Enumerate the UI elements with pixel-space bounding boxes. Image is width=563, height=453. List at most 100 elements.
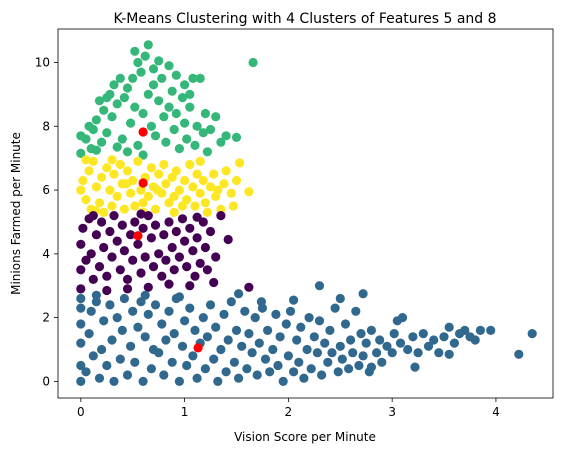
cluster-4-point xyxy=(302,344,312,355)
cluster-3-point xyxy=(150,220,161,230)
cluster-2-point xyxy=(216,204,226,214)
cluster-4-point xyxy=(408,332,418,342)
cluster-4-point xyxy=(226,297,236,307)
y-axis-ticks: 0 2 4 6 8 10 xyxy=(35,55,58,388)
cluster-4-point xyxy=(76,360,86,371)
cluster-4-point xyxy=(119,293,129,304)
cluster-4-point xyxy=(346,335,356,345)
cluster-4-point xyxy=(140,290,150,300)
cluster-2-point xyxy=(195,156,205,166)
cluster-2-point xyxy=(91,182,101,192)
cluster-2-point xyxy=(161,179,171,189)
cluster-4-point xyxy=(150,300,161,310)
cluster-1-point xyxy=(133,57,143,68)
cluster-1-point xyxy=(171,108,181,119)
centroid-1 xyxy=(138,127,148,137)
cluster-2-point xyxy=(81,195,91,205)
cluster-4-point xyxy=(423,341,434,351)
cluster-1-point xyxy=(180,80,190,90)
cluster-4-point xyxy=(180,316,190,326)
cluster-4-point xyxy=(283,351,293,361)
cluster-2-point xyxy=(88,156,98,166)
cluster-3-point xyxy=(216,211,226,221)
cluster-3-point xyxy=(88,211,98,221)
cluster-4-point xyxy=(444,322,454,332)
cluster-4-point xyxy=(314,281,325,291)
cluster-4-point xyxy=(252,370,262,380)
cluster-4-point xyxy=(340,319,351,329)
cluster-2-point xyxy=(198,175,208,186)
cluster-4-point xyxy=(413,348,423,358)
cluster-1-point xyxy=(177,93,188,103)
cluster-3-point xyxy=(164,279,174,289)
cluster-4-point xyxy=(429,335,439,345)
cluster-4-point xyxy=(234,373,244,383)
cluster-1-point xyxy=(200,108,210,119)
cluster-4-point xyxy=(294,357,304,367)
cluster-4-point xyxy=(312,348,322,358)
cluster-3-point xyxy=(171,226,181,237)
cluster-4-point xyxy=(247,348,257,358)
cluster-1-point xyxy=(146,121,156,131)
cluster-1-point xyxy=(112,99,122,109)
cluster-4-point xyxy=(167,357,177,367)
cluster-2-point xyxy=(107,201,117,211)
cluster-3-point xyxy=(209,277,219,288)
cluster-1-point xyxy=(185,102,195,112)
cluster-3-point xyxy=(185,281,195,291)
cluster-4-point xyxy=(317,370,327,380)
cluster-3-point xyxy=(161,255,171,265)
cluster-4-point xyxy=(299,373,309,383)
cluster-3-point xyxy=(180,236,190,246)
cluster-4-point xyxy=(366,325,376,335)
cluster-2-point xyxy=(188,182,198,192)
y-tick-label: 0 xyxy=(42,374,50,388)
cluster-1-point xyxy=(216,137,226,147)
cluster-1-point xyxy=(148,64,159,74)
cluster-1-point xyxy=(164,61,174,71)
x-tick-label: 3 xyxy=(388,405,396,419)
cluster-4-point xyxy=(434,348,444,358)
cluster-1-point xyxy=(99,105,109,115)
cluster-4-point xyxy=(164,306,174,316)
cluster-3-point xyxy=(126,230,136,240)
cluster-4-point xyxy=(325,325,335,335)
cluster-3-point xyxy=(200,242,210,253)
cluster-4-point xyxy=(99,316,109,326)
cluster-2-point xyxy=(171,166,181,176)
cluster-2-point xyxy=(190,201,200,211)
cluster-2-point xyxy=(185,159,195,170)
cluster-1-point xyxy=(161,137,171,147)
cluster-1-point xyxy=(102,93,112,103)
points-layer xyxy=(76,40,537,386)
cluster-4-point xyxy=(527,329,537,339)
cluster-3-point xyxy=(117,220,127,230)
cluster-2-point xyxy=(81,155,91,165)
cluster-4-point xyxy=(130,357,140,367)
cluster-4-point xyxy=(351,306,361,316)
cluster-4-point xyxy=(268,344,278,355)
cluster-4-point xyxy=(205,300,216,310)
cluster-1-point xyxy=(231,132,242,142)
cluster-4-point xyxy=(174,376,184,386)
cluster-3-point xyxy=(81,255,91,265)
cluster-3-point xyxy=(107,252,117,262)
cluster-4-point xyxy=(439,332,449,342)
cluster-4-point xyxy=(211,322,221,332)
cluster-4-point xyxy=(140,332,150,342)
cluster-3-point xyxy=(76,265,86,275)
cluster-4-point xyxy=(418,329,428,339)
cluster-4-point xyxy=(128,306,138,316)
cluster-4-point xyxy=(244,329,254,339)
cluster-4-point xyxy=(117,325,127,335)
cluster-3-point xyxy=(130,217,140,227)
cluster-4-point xyxy=(387,348,397,358)
cluster-1-point xyxy=(76,148,86,158)
cluster-1-point xyxy=(128,73,138,83)
cluster-2-point xyxy=(136,185,146,195)
cluster-4-point xyxy=(138,376,148,386)
cluster-4-point xyxy=(188,351,198,361)
cluster-1-point xyxy=(159,112,169,122)
cluster-4-point xyxy=(223,335,233,345)
cluster-2-point xyxy=(126,188,136,198)
